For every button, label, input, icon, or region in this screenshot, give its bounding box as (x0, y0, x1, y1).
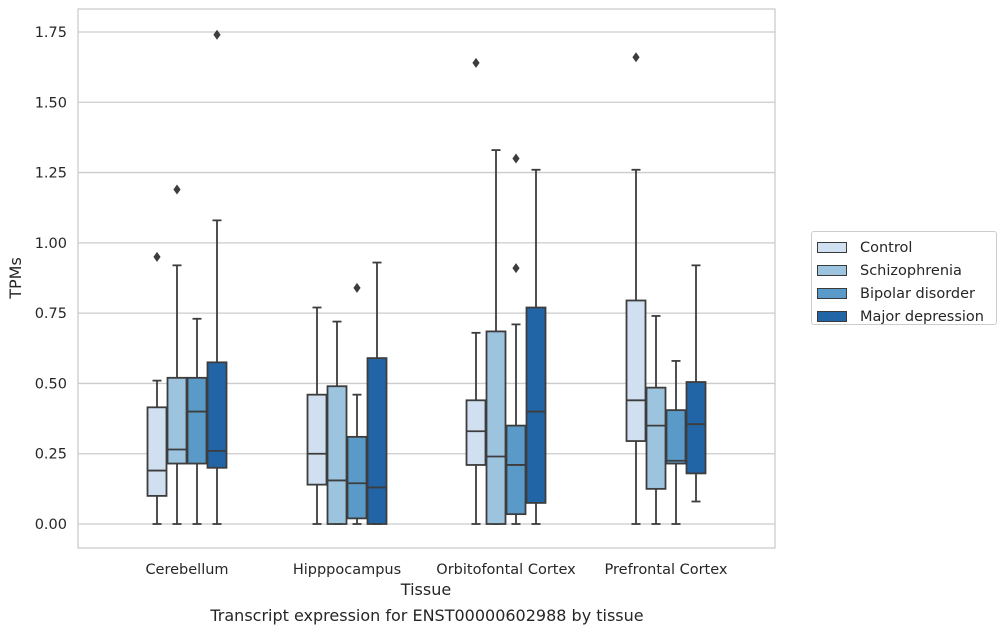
box-0-2 (186, 317, 208, 525)
box-iqr (525, 306, 547, 504)
box-iqr (685, 381, 707, 475)
outlier-point (472, 57, 480, 68)
y-tick-label: 0.75 (35, 306, 67, 322)
legend-label: Control (860, 239, 913, 256)
box-iqr (645, 386, 667, 490)
y-tick-label: 1.25 (35, 166, 67, 182)
box-2-3 (525, 168, 547, 525)
box-2-0 (465, 57, 487, 525)
box-iqr (146, 406, 168, 497)
legend: Control Schizophrenia Bipolar disorder Majo… (811, 231, 997, 325)
box-iqr (366, 357, 388, 525)
legend-swatch (817, 288, 847, 299)
box-2-1 (485, 149, 507, 525)
y-axis-label: TPMs (6, 257, 25, 300)
y-tick-label: 0.00 (35, 517, 67, 533)
box-iqr (665, 409, 687, 465)
box-1-2 (346, 282, 368, 525)
x-tick-label: Prefrontal Cortex (605, 562, 728, 578)
x-tick-labels: Cerebellum Hipppocampus Orbitofontal Corte… (145, 562, 727, 578)
plot-area-frame (77, 8, 776, 549)
outlier-point (632, 52, 640, 63)
figure-caption: Transcript expression for ENST0000060298… (210, 606, 644, 625)
legend-label: Schizophrenia (860, 262, 962, 279)
box-iqr (206, 361, 228, 469)
box-2-2 (505, 153, 527, 525)
box-3-1 (645, 315, 667, 525)
legend-item: Control (817, 236, 996, 259)
box-3-0 (625, 52, 647, 525)
legend-item: Bipolar disorder (817, 282, 996, 305)
box-iqr (625, 299, 647, 442)
x-tick-label: Orbitofontal Cortex (436, 562, 576, 578)
legend-label: Major depression (860, 308, 984, 325)
legend-label: Bipolar disorder (860, 285, 975, 302)
box-0-3 (206, 29, 228, 525)
outlier-point (153, 251, 161, 262)
box-iqr (465, 399, 487, 466)
box-iqr (166, 376, 188, 465)
outlier-point (512, 153, 520, 164)
y-tick-label: 0.25 (35, 447, 67, 463)
x-tick-label: Cerebellum (145, 562, 228, 578)
box-0-1 (166, 184, 188, 525)
y-tick-label: 0.50 (35, 376, 67, 392)
outlier-point (213, 29, 221, 40)
legend-swatch (817, 311, 847, 322)
box-0-0 (146, 251, 168, 525)
box-iqr (485, 330, 507, 525)
y-tick-labels: 0.00 0.25 0.50 0.75 1.00 1.25 1.50 1.75 (35, 25, 67, 533)
y-tick-label: 1.00 (35, 236, 67, 252)
legend-item: Major depression (817, 305, 996, 328)
box-iqr (186, 376, 208, 465)
legend-swatch (817, 242, 847, 253)
box-series (146, 29, 707, 525)
box-iqr (326, 385, 348, 525)
box-iqr (505, 424, 527, 516)
box-1-0 (306, 306, 328, 525)
y-tick-label: 1.75 (35, 25, 67, 41)
outlier-point (173, 184, 181, 195)
y-tick-label: 1.50 (35, 95, 67, 111)
box-1-3 (366, 261, 388, 525)
x-axis-label: Tissue (400, 580, 451, 599)
legend-swatch (817, 265, 847, 276)
box-3-2 (665, 360, 687, 525)
box-iqr (306, 393, 328, 486)
box-3-3 (685, 264, 707, 503)
outlier-point (353, 282, 361, 293)
box-1-1 (326, 320, 348, 525)
outlier-point (512, 263, 520, 274)
x-tick-label: Hipppocampus (293, 562, 401, 578)
box-iqr (346, 435, 368, 520)
legend-item: Schizophrenia (817, 259, 996, 282)
